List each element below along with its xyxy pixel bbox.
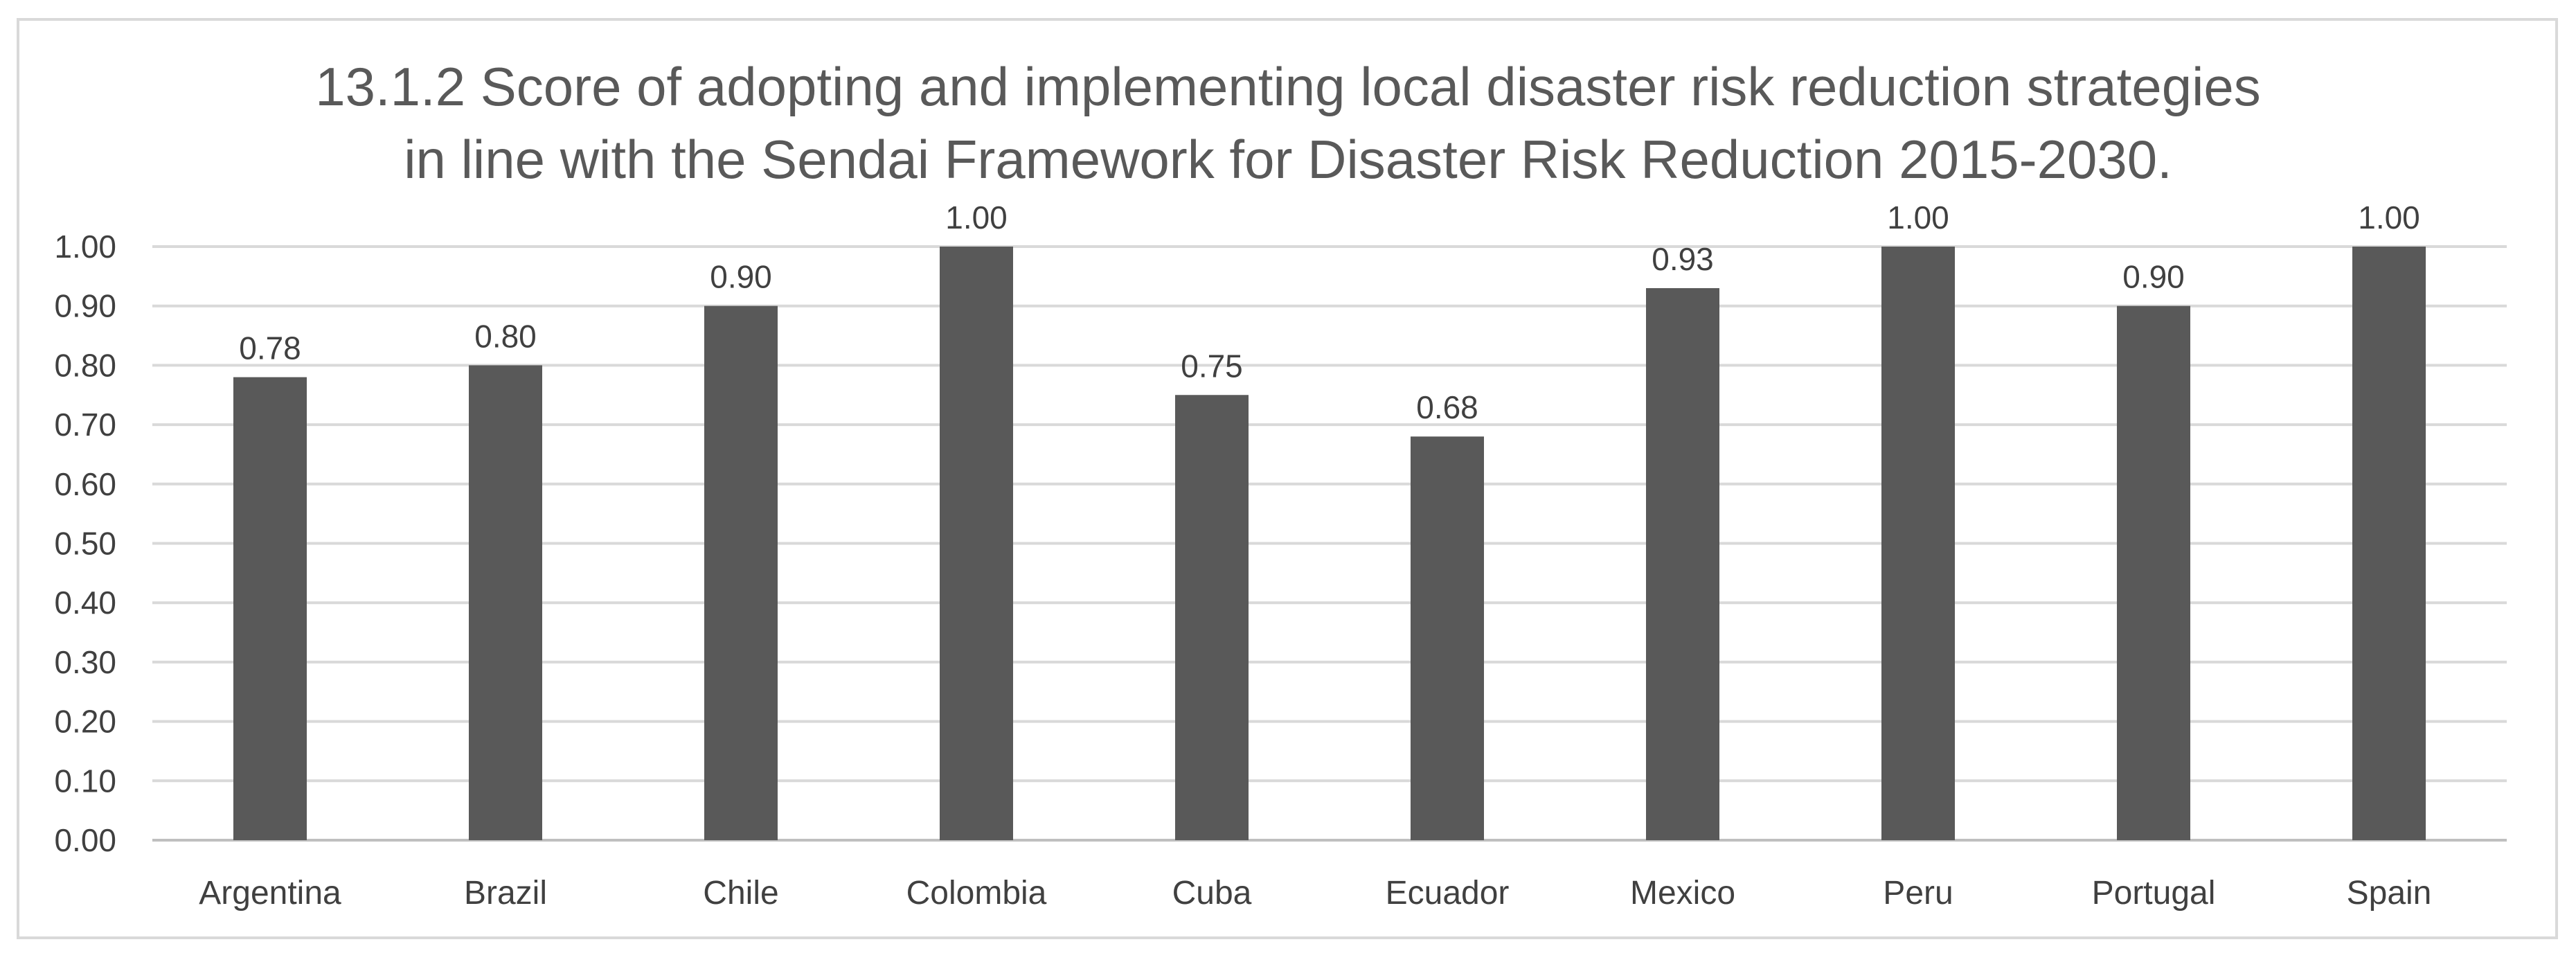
data-label-portugal: 0.90 xyxy=(2122,259,2185,295)
category-label-peru: Peru xyxy=(1883,875,1953,912)
bars xyxy=(233,247,2426,840)
bar-ecuador xyxy=(1411,436,1484,840)
data-label-colombia: 1.00 xyxy=(945,199,1008,235)
y-axis-ticks: 0.00 0.10 0.20 0.30 0.40 0.50 0.60 0.70 0.80 0.90… xyxy=(54,229,116,858)
bar-colombia xyxy=(940,247,1013,840)
chart-title-line-1: 13.1.2 Score of adopting and implementin… xyxy=(315,56,2261,117)
y-tick-label: 0.20 xyxy=(54,704,116,740)
bar-argentina xyxy=(233,377,307,840)
category-label-cuba: Cuba xyxy=(1172,875,1252,912)
category-label-brazil: Brazil xyxy=(464,875,547,912)
category-label-spain: Spain xyxy=(2347,875,2432,912)
category-label-mexico: Mexico xyxy=(1630,875,1735,912)
chart-title-line-2: in line with the Sendai Framework for Di… xyxy=(404,129,2172,190)
y-tick-label: 1.00 xyxy=(54,229,116,265)
category-label-portugal: Portugal xyxy=(2092,875,2216,912)
y-tick-label: 0.30 xyxy=(54,644,116,680)
data-label-mexico: 0.93 xyxy=(1652,241,1714,277)
category-label-chile: Chile xyxy=(703,875,778,912)
category-label-colombia: Colombia xyxy=(906,875,1047,912)
bar-spain xyxy=(2352,247,2426,840)
data-label-brazil: 0.80 xyxy=(474,318,537,354)
data-label-spain: 1.00 xyxy=(2358,199,2420,235)
data-label-cuba: 0.75 xyxy=(1181,348,1243,384)
category-label-ecuador: Ecuador xyxy=(1386,875,1510,912)
x-axis-categories: Argentina Brazil Chile Colombia Cuba Ecuador M… xyxy=(199,875,2431,912)
category-label-argentina: Argentina xyxy=(199,875,341,912)
data-label-chile: 0.90 xyxy=(710,259,772,295)
data-label-ecuador: 0.68 xyxy=(1416,389,1478,425)
y-tick-label: 0.50 xyxy=(54,526,116,562)
y-tick-label: 0.70 xyxy=(54,407,116,443)
bar-peru xyxy=(1881,247,1955,840)
bar-mexico xyxy=(1646,287,1719,840)
bar-cuba xyxy=(1175,395,1249,840)
y-tick-label: 0.80 xyxy=(54,347,116,383)
data-label-peru: 1.00 xyxy=(1887,199,1949,235)
y-tick-label: 0.00 xyxy=(54,822,116,858)
bar-brazil xyxy=(469,365,542,840)
y-tick-label: 0.90 xyxy=(54,288,116,324)
bar-portugal xyxy=(2117,305,2190,840)
y-tick-label: 0.40 xyxy=(54,585,116,621)
data-label-argentina: 0.78 xyxy=(239,330,301,366)
gridlines xyxy=(152,245,2507,842)
bar-chile xyxy=(704,305,778,840)
data-labels: 0.78 0.80 0.90 1.00 0.75 0.68 0.93 1.00 0.90 1.00 xyxy=(239,199,2420,425)
y-tick-label: 0.60 xyxy=(54,466,116,502)
y-tick-label: 0.10 xyxy=(54,763,116,799)
